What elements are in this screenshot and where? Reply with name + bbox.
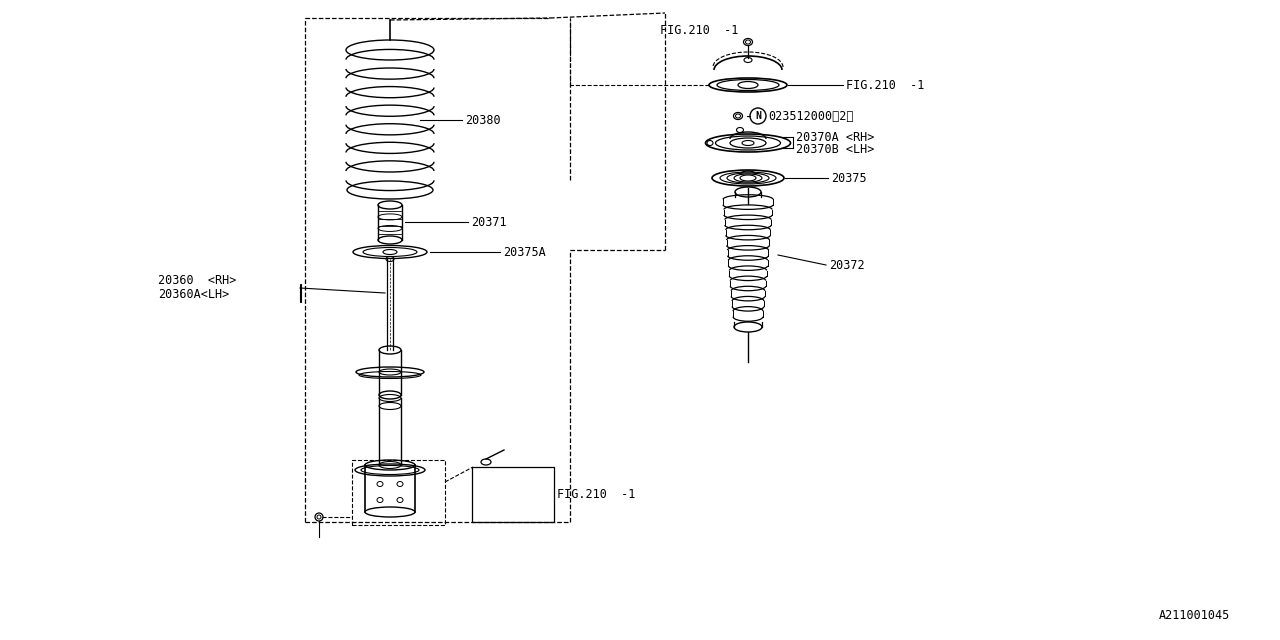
Text: 20370A <RH>: 20370A <RH> <box>796 131 874 143</box>
Text: FIG.210  -1: FIG.210 -1 <box>660 24 739 36</box>
Text: 20375: 20375 <box>831 172 867 184</box>
Text: 20360  <RH>: 20360 <RH> <box>157 273 237 287</box>
Bar <box>352 460 445 525</box>
Text: 20375A: 20375A <box>503 246 545 259</box>
Text: 20371: 20371 <box>471 216 507 228</box>
Text: A211001045: A211001045 <box>1158 609 1230 622</box>
Text: 20360A<LH>: 20360A<LH> <box>157 287 229 301</box>
Bar <box>472 467 554 522</box>
Text: FIG.210  -1: FIG.210 -1 <box>846 79 924 92</box>
Text: 20370B <LH>: 20370B <LH> <box>796 143 874 156</box>
Text: N: N <box>755 111 760 121</box>
Text: 023512000（2）: 023512000（2） <box>768 109 854 122</box>
Text: FIG.210  -1: FIG.210 -1 <box>557 488 635 502</box>
Text: 20380: 20380 <box>465 113 500 127</box>
Text: 20372: 20372 <box>829 259 864 271</box>
